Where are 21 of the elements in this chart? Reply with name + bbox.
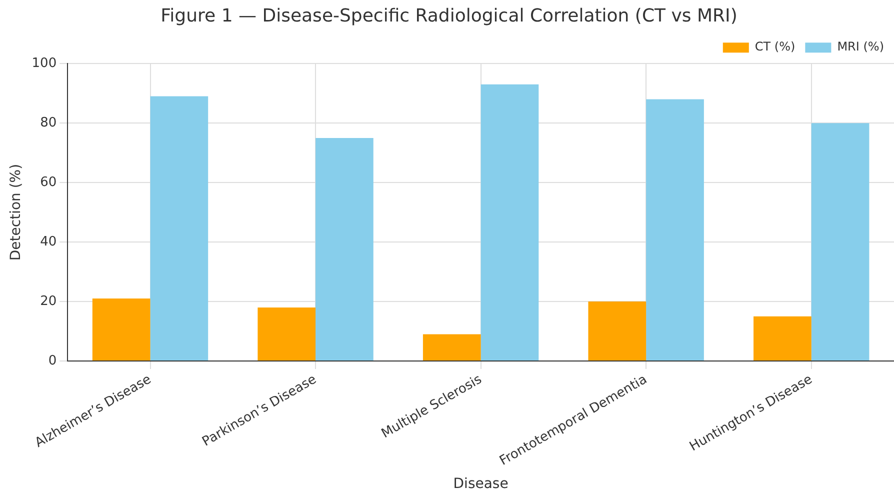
legend-label: CT (%) [754, 40, 796, 54]
y-tick-label: 80 [40, 115, 57, 130]
y-tick-label: 60 [40, 174, 57, 190]
bar [754, 316, 812, 360]
bar [150, 96, 208, 360]
legend-label: MRI (%) [837, 40, 884, 54]
chart-title: Figure 1 — Disease-Specific Radiological Correlation (CT vs MRI) [160, 5, 738, 26]
y-tick-label: 100 [32, 56, 57, 71]
bar [258, 307, 316, 360]
y-axis-title: Detection (%) [8, 164, 24, 261]
bar [422, 334, 481, 360]
bar [92, 298, 150, 360]
y-tick-label: 0 [48, 353, 57, 368]
bar [316, 138, 374, 360]
y-tick-label: 20 [40, 294, 57, 309]
bar [646, 99, 704, 360]
x-axis-title: Disease [453, 476, 508, 492]
y-tick-label: 40 [40, 234, 57, 250]
bar [588, 301, 646, 360]
bar [811, 123, 870, 360]
bar [480, 84, 539, 360]
